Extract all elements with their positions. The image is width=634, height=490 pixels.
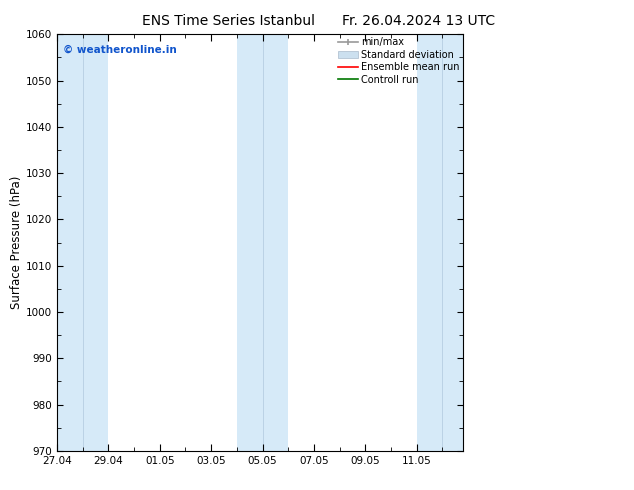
Text: ENS Time Series Istanbul: ENS Time Series Istanbul: [142, 14, 314, 28]
Bar: [237, 34, 288, 451]
Text: © weatheronline.in: © weatheronline.in: [63, 45, 177, 55]
Y-axis label: Surface Pressure (hPa): Surface Pressure (hPa): [10, 176, 23, 309]
Bar: [417, 34, 463, 451]
Legend: min/max, Standard deviation, Ensemble mean run, Controll run: min/max, Standard deviation, Ensemble me…: [336, 35, 462, 86]
Bar: [57, 34, 108, 451]
Text: Fr. 26.04.2024 13 UTC: Fr. 26.04.2024 13 UTC: [342, 14, 495, 28]
